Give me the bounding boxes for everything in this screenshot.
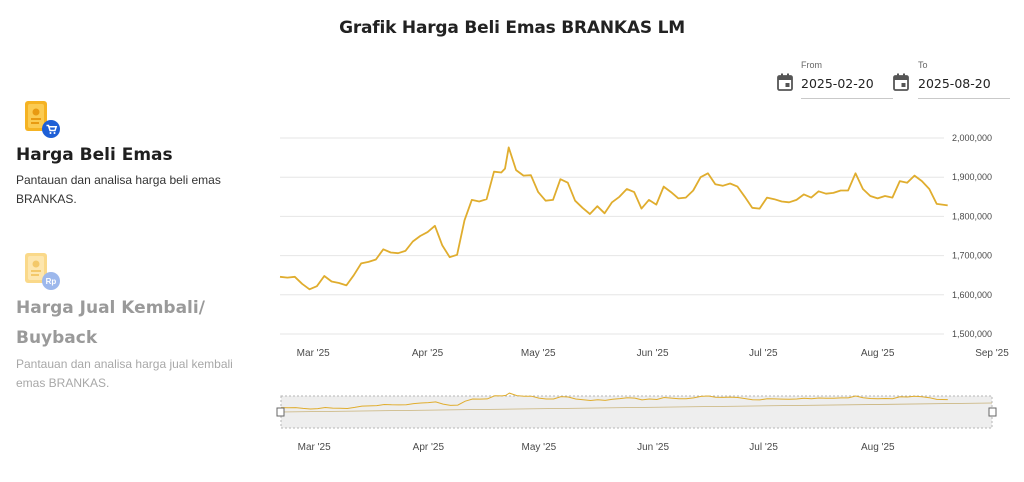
navigator-x-tick-label: Jul '25 <box>749 442 778 453</box>
sidebar-item-title: Harga Jual Kembali/ Buyback <box>16 298 205 348</box>
sidebar-item-description: Pantauan dan analisa harga jual kembali … <box>16 357 233 390</box>
navigator-trend-line <box>280 402 993 413</box>
sidebar-item-description: Pantauan dan analisa harga beli emas BRA… <box>16 173 221 206</box>
y-tick-label: 1,600,000 <box>952 290 992 300</box>
x-tick-label: May '25 <box>521 348 556 359</box>
navigator-x-tick-label: Mar '25 <box>298 442 331 453</box>
calendar-icon[interactable] <box>893 73 909 91</box>
page-title: Grafik Harga Beli Emas BRANKAS LM <box>339 18 685 38</box>
from-date-field[interactable]: From 2025-02-20 <box>801 58 893 99</box>
svg-text:Rp: Rp <box>46 277 57 286</box>
from-date-label: From <box>801 60 822 70</box>
navigator-right-handle[interactable] <box>988 407 997 417</box>
to-date-field[interactable]: To 2025-08-20 <box>918 58 1010 99</box>
navigator-x-tick-label: May '25 <box>522 442 557 453</box>
from-date-value[interactable]: 2025-02-20 <box>801 76 874 91</box>
navigator-x-tick-label: Apr '25 <box>413 442 445 453</box>
calendar-icon[interactable] <box>777 73 793 91</box>
y-tick-label: 1,700,000 <box>952 251 992 261</box>
sidebar-item-harga-buyback[interactable]: Harga Jual Kembali/ Buyback Pantauan dan… <box>16 293 256 393</box>
sidebar-item-title: Harga Beli Emas <box>16 145 173 165</box>
x-tick-label: Aug '25 <box>861 348 895 359</box>
x-tick-label: Apr '25 <box>412 348 444 359</box>
y-tick-label: 1,900,000 <box>952 172 992 182</box>
x-tick-label: Jun '25 <box>637 348 669 359</box>
navigator-x-tick-label: Jun '25 <box>637 442 669 453</box>
y-tick-label: 2,000,000 <box>952 133 992 143</box>
sidebar-item-harga-beli[interactable]: Harga Beli Emas Pantauan dan analisa har… <box>16 145 256 209</box>
x-tick-label: Sep '25 <box>975 348 1009 359</box>
to-date-label: To <box>918 60 928 70</box>
gold-buyback-icon: Rp <box>25 253 60 290</box>
navigator-window <box>280 395 993 429</box>
price-series-line <box>279 146 948 291</box>
navigator-series-line <box>280 392 948 410</box>
x-tick-label: Mar '25 <box>297 348 330 359</box>
to-date-value[interactable]: 2025-08-20 <box>918 76 991 91</box>
navigator-left-handle[interactable] <box>276 407 285 417</box>
y-tick-label: 1,500,000 <box>952 329 992 339</box>
range-navigator[interactable] <box>276 392 997 429</box>
navigator-x-tick-label: Aug '25 <box>861 442 895 453</box>
x-tick-label: Jul '25 <box>749 348 778 359</box>
gold-buy-icon <box>25 101 60 138</box>
y-tick-label: 1,800,000 <box>952 211 992 221</box>
